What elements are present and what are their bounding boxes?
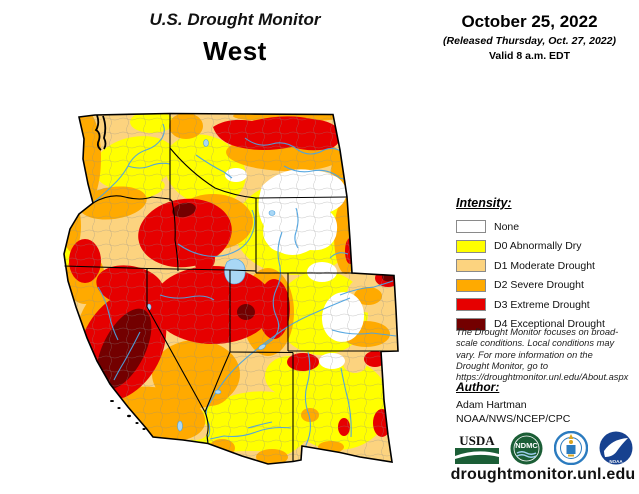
legend-row-d1: D1 Moderate Drought xyxy=(456,256,632,276)
legend-row-none: None xyxy=(456,217,632,237)
drought-layers xyxy=(64,113,398,464)
svg-text:NDMC: NDMC xyxy=(515,441,538,450)
swatch-d4 xyxy=(456,317,486,331)
puget-sound xyxy=(94,114,107,151)
svg-text:USDA: USDA xyxy=(459,433,495,448)
noaa-logo: NOAA xyxy=(599,431,633,465)
svg-text:NOAA: NOAA xyxy=(609,459,623,464)
valid-time: Valid 8 a.m. EDT xyxy=(488,50,571,62)
doc-seal-logo xyxy=(554,431,588,465)
website-url: droughtmonitor.unl.edu xyxy=(450,466,636,483)
header-left: U.S. Drought Monitor West xyxy=(40,10,430,67)
ndmc-logo: NDMC xyxy=(510,432,543,464)
swatch-d2 xyxy=(456,278,486,292)
disclaimer-text: The Drought Monitor focuses on broad-sca… xyxy=(456,327,629,383)
intensity-legend: Intensity: None D0 Abnormally Dry D1 Mod… xyxy=(456,196,632,334)
swatch-d1 xyxy=(456,259,486,273)
header-right: October 25, 2022 (Released Thursday, Oct… xyxy=(427,12,632,62)
author-block: Author: Adam Hartman NOAA/NWS/NCEP/CPC xyxy=(456,380,632,426)
legend-heading: Intensity: xyxy=(456,196,512,210)
channel-islands xyxy=(110,400,146,430)
drought-map xyxy=(63,112,399,465)
author-name: Adam Hartman xyxy=(456,399,527,411)
logo-row: USDA NDMC NOAA xyxy=(455,431,633,465)
drought-map-container xyxy=(48,100,472,484)
rivers xyxy=(93,123,397,453)
state-borders xyxy=(64,113,398,462)
region-title: West xyxy=(203,36,267,66)
usda-logo: USDA xyxy=(455,432,499,464)
swatch-d0 xyxy=(456,239,486,253)
release-date: (Released Thursday, Oct. 27, 2022) xyxy=(443,35,616,47)
legend-row-d2: D2 Severe Drought xyxy=(456,276,632,296)
swatch-none xyxy=(456,220,486,234)
swatch-d3 xyxy=(456,298,486,312)
map-date: October 25, 2022 xyxy=(461,12,598,31)
legend-row-d4: D4 Exceptional Drought xyxy=(456,315,632,335)
region-outline xyxy=(63,112,399,465)
legend-row-d3: D3 Extreme Drought xyxy=(456,295,632,315)
legend-row-d0: D0 Abnormally Dry xyxy=(456,237,632,257)
page-title: U.S. Drought Monitor xyxy=(149,10,321,29)
author-agency: NOAA/NWS/NCEP/CPC xyxy=(456,412,571,425)
lakes xyxy=(146,139,276,432)
author-heading: Author: xyxy=(456,380,500,394)
county-lines xyxy=(64,113,398,464)
